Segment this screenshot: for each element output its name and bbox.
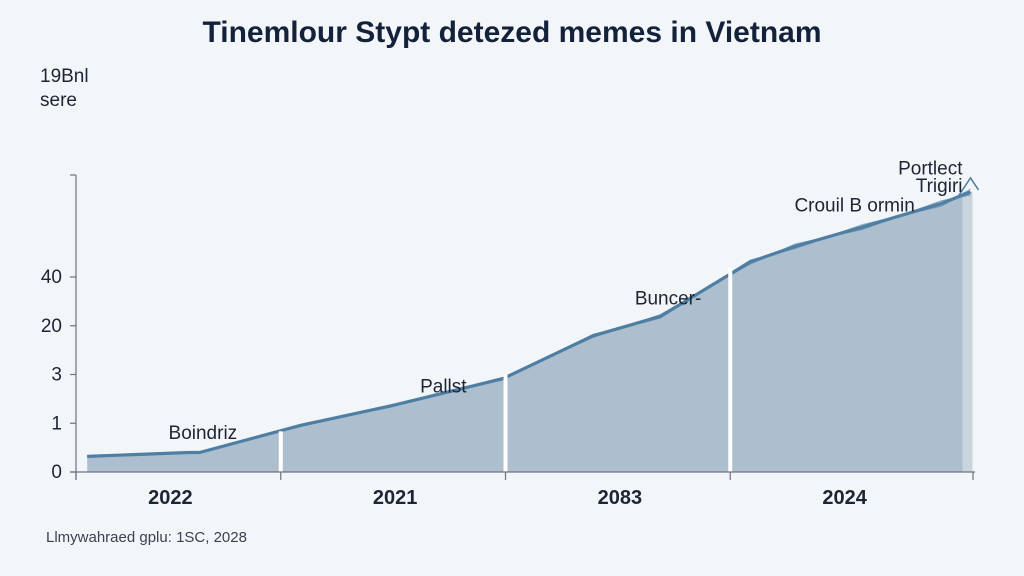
y-ticks: 0 1 3 20 40 xyxy=(41,174,76,483)
y-tick-label: 0 xyxy=(51,462,62,483)
y-axis-label-line-1: 19Bnl xyxy=(40,66,89,87)
series-group xyxy=(87,176,980,472)
annotation-4: Crouil B ormin xyxy=(794,195,914,216)
y-axis-label-line-2: sere xyxy=(40,90,77,111)
annotation-1: Boindriz xyxy=(169,423,238,444)
x-ticks: 2022 2021 2083 2024 xyxy=(75,472,974,509)
y-tick-label: 1 xyxy=(51,413,62,434)
separator-group xyxy=(278,267,733,472)
y-tick-label: 20 xyxy=(41,316,62,337)
series-line-2 xyxy=(87,194,971,458)
annotation-6: Trigiri xyxy=(916,176,963,197)
series-area xyxy=(87,191,971,472)
annotation-3: Buncer- xyxy=(635,289,702,310)
chart-title: Tinemlour Stypt detezed memes in Vietnam xyxy=(202,16,821,49)
series-line-tail xyxy=(957,176,980,197)
x-tick-label: 2022 xyxy=(148,487,193,509)
annotation-5: Portlect xyxy=(898,158,963,179)
y-tick-label: 3 xyxy=(51,365,62,386)
x-tick-label: 2083 xyxy=(598,487,643,509)
annotation-2: Pallst xyxy=(420,376,467,397)
footer-note: Llmywahraed gplu: 1SC, 2028 xyxy=(46,529,247,546)
x-tick-label: 2021 xyxy=(373,487,418,509)
axes xyxy=(70,175,975,480)
series-edge-shade xyxy=(962,191,973,472)
y-tick-label: 40 xyxy=(41,267,62,288)
annotations: Boindriz Pallst Buncer- Crouil B ormin Portl… xyxy=(169,158,964,444)
x-tick-label: 2024 xyxy=(822,487,867,509)
series-line-3 xyxy=(87,188,971,457)
